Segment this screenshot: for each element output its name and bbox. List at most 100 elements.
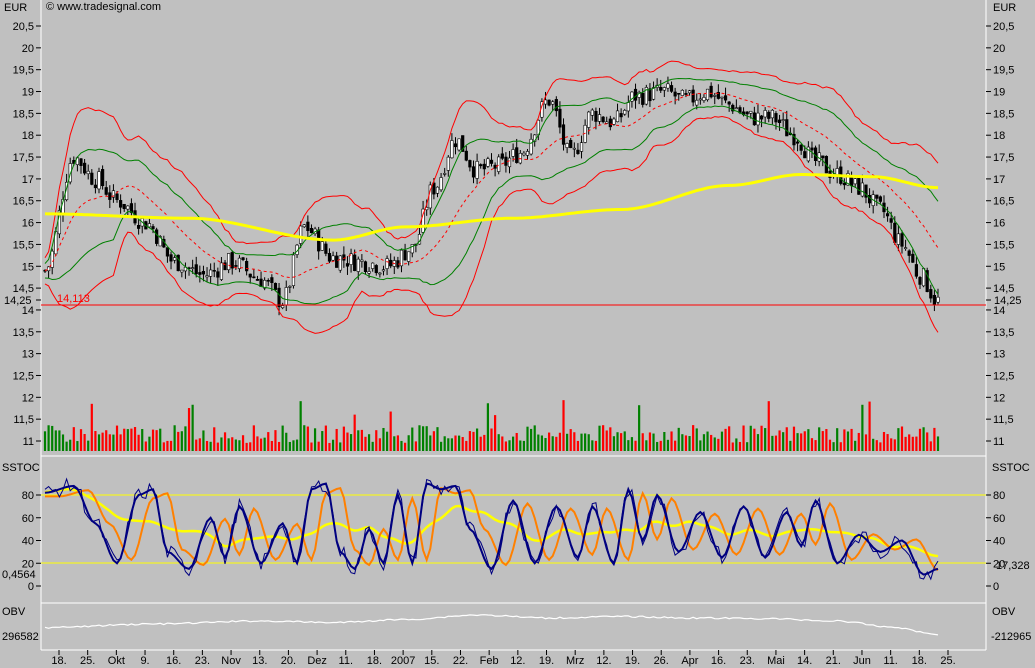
price-tick-label-left: 14,5 [13,283,34,295]
volume-bar [141,429,144,451]
x-tick-label: 16. [711,655,726,667]
x-tick-label: Okt [108,655,125,667]
candle-body [443,173,447,175]
volume-bar [764,428,767,451]
volume-bar [130,428,133,451]
volume-bar [695,428,698,451]
candle-body [324,243,328,254]
x-axis-ticks: 18. 25. Okt 9. 16. 23. Nov 13. 20. Dez 11. 18. 2007 1… [51,650,956,667]
candle-body [795,141,800,144]
volume-bar [821,431,824,451]
volume-bar [43,431,47,451]
volume-bar [904,436,907,451]
volume-bar [519,440,522,451]
candle-body [525,151,530,156]
stoch-right-value: 17,328 [996,560,1030,572]
bollinger-upper [44,60,939,258]
stoch-tick-label-right: 60 [993,513,1005,525]
stoch-axis-ticks: 80 80 60 60 40 40 20 20 0 0 [22,490,1006,593]
support-label: 14,113 [57,293,90,305]
candle-body [608,118,612,128]
volume-bar [364,436,367,451]
x-tick-label: 23. [740,655,755,667]
candle-body [432,182,436,195]
volume-bar [735,438,738,451]
candle-body [623,110,627,115]
candle-body [83,162,87,174]
volume-bar [94,431,97,451]
volume-bar [926,432,929,451]
candle-body [349,253,353,265]
volume-bar [648,432,652,451]
volume-bar [90,403,93,451]
candle-body [554,99,558,112]
candle-body [918,277,922,285]
stoch-tick-label-right: 80 [993,490,1005,502]
volume-bar [306,426,309,451]
x-tick-label: Mai [767,655,785,667]
volume-bar [468,431,471,451]
volume-bar [753,428,756,451]
candle-body [450,140,454,159]
volume-bar [605,430,608,451]
volume-bar [234,439,237,451]
candle-body [777,119,782,124]
volume-bar [162,442,165,451]
candle-body [576,149,580,154]
candle-body [309,227,314,234]
volume-bar [922,427,925,451]
x-tick-label: 19. [539,655,554,667]
candle-body [356,258,360,272]
x-tick-label: 18. [367,655,382,667]
volume-bar [447,438,450,451]
volume-bar [47,425,50,451]
candle-body [158,236,162,247]
candle-body [842,182,846,186]
volume-bar [792,426,796,451]
price-tick-label-right: 12,5 [993,370,1014,382]
volume-bar [375,430,378,451]
volume-bar [652,433,655,451]
candle-body [767,111,771,119]
volume-bar [508,440,511,451]
candle-body [785,119,789,137]
candle-body [633,88,638,101]
candle-body [399,249,404,267]
candle-body [705,88,710,101]
volume-bar [108,434,111,451]
x-tick-label: Mrz [566,655,584,667]
price-tick-label-right: 14 [993,305,1005,317]
volume-bar [385,431,389,451]
volume-bar [645,440,648,451]
volume-bar [872,438,875,451]
candle-body [849,176,854,187]
volume-bar [864,434,868,451]
candle-body [929,289,933,299]
candle-body [774,113,778,123]
volume-bar [504,441,508,451]
volume-bar [133,427,137,451]
candle-body [925,270,929,293]
volume-bar [915,436,918,451]
candle-body [594,110,598,122]
volume-bar [65,441,68,451]
volume-bar [231,437,234,451]
volume-bar [205,441,209,451]
candle-body [720,96,724,99]
price-tick-label-left: 16 [22,218,34,230]
candle-body [684,93,688,95]
candle-body [219,262,224,280]
last-price-left: 14,25 [4,295,32,307]
volume-bar [166,440,169,451]
volume-bar [494,415,497,451]
candle-body [435,186,440,194]
candle-body [126,205,130,210]
volume-bar [407,435,410,451]
volume-bar [245,442,248,451]
volume-bar [738,441,742,451]
candle-body [173,257,177,261]
volume-bar [767,401,770,451]
candle-body [367,271,371,274]
candle-body [201,270,206,275]
candle-body [464,150,468,161]
